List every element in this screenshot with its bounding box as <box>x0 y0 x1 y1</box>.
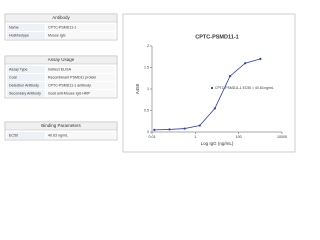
x-axis-label: Log IgG (ng/mL) <box>201 141 234 146</box>
row-value: 40.63 ng/mL <box>48 133 68 137</box>
data-point <box>153 128 156 131</box>
row-value: Recombinant PSMD11 protein <box>48 75 96 79</box>
row-label: EC50 <box>9 133 18 137</box>
label-cell <box>7 66 45 73</box>
y-tick-label: 1 <box>147 87 149 91</box>
label-cell <box>7 24 45 31</box>
row-label: Assay Type <box>9 67 28 71</box>
panel-header <box>4 13 118 23</box>
data-point <box>228 75 232 78</box>
panel-title: Assay Usage <box>48 57 75 62</box>
data-point <box>198 124 201 127</box>
row-value: Indirect ELISA <box>48 67 72 71</box>
panel-header <box>4 121 118 131</box>
panel-header <box>4 55 118 65</box>
row-label: Host/Isotype <box>9 33 29 37</box>
y-axis-label: A450 <box>135 83 140 94</box>
x-tick-label: 1 <box>194 135 196 139</box>
value-cell <box>46 66 115 73</box>
label-cell <box>7 32 45 39</box>
label-cell <box>7 90 45 97</box>
chart-panel <box>122 13 296 153</box>
legend-marker <box>210 86 214 90</box>
row-value: CPTC-PSMD11-1 antibody <box>48 83 91 87</box>
series-line <box>154 58 261 131</box>
data-point <box>244 62 247 65</box>
value-cell <box>46 90 115 97</box>
label-cell <box>7 82 45 89</box>
value-cell <box>46 32 115 39</box>
value-cell <box>46 74 115 81</box>
y-tick-label: 0.5 <box>144 108 149 112</box>
y-tick-label: 1.5 <box>144 65 149 69</box>
panel-title: Binding Parameters <box>41 123 81 128</box>
panel-title: Antibody <box>52 15 70 20</box>
data-point <box>168 128 171 131</box>
label-cell <box>7 74 45 81</box>
value-cell <box>46 24 115 31</box>
data-point <box>213 107 217 110</box>
row-label: Secondary Antibody <box>9 91 41 95</box>
data-point <box>259 57 262 61</box>
row-label: Detection Antibody <box>9 83 39 87</box>
chart-title: CPTC-PSMD11-1 <box>195 34 238 40</box>
x-tick-label: 0.01 <box>149 135 156 139</box>
label-cell <box>7 132 45 139</box>
data-point <box>183 127 186 130</box>
row-label: Name <box>9 25 19 29</box>
value-cell <box>46 132 115 139</box>
page: Antibody Name CPTC-PSMD11-1 Host/Isotype Mou… <box>4 13 296 153</box>
row-value: Goat anti-Mouse IgG HRP <box>48 91 91 95</box>
y-tick-label: 2 <box>147 44 149 48</box>
row-value: Mouse IgG <box>48 33 66 37</box>
y-tick-label: 0 <box>147 130 149 134</box>
row-value: CPTC-PSMD11-1 <box>48 25 76 29</box>
legend-entry: CPTC-PSMD11-1 EC50 = 40.63 ng/mL <box>215 86 274 90</box>
value-cell <box>46 82 115 89</box>
x-tick-label: 100 <box>236 135 242 139</box>
row-label: Coat <box>9 75 17 79</box>
x-tick-label: 10000 <box>277 135 287 139</box>
